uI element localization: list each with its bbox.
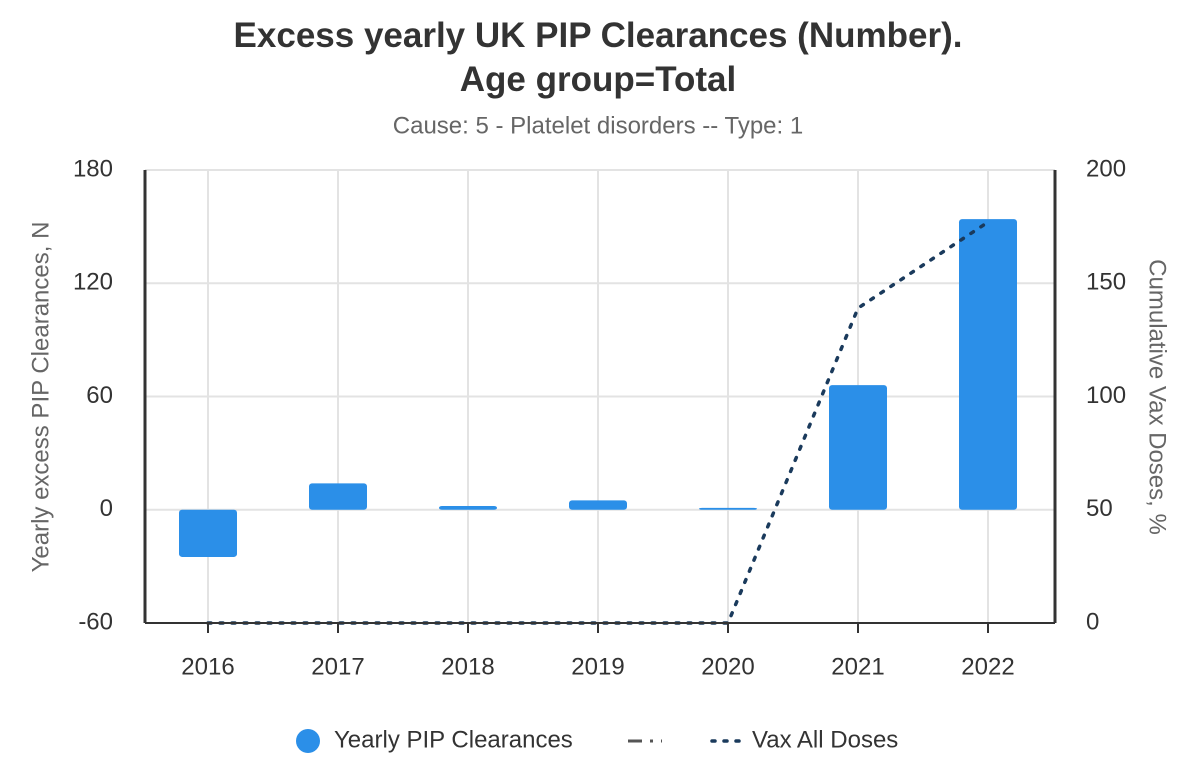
y2-tick-label: 50	[1086, 495, 1113, 522]
bar	[569, 500, 627, 510]
legend-symbol	[296, 729, 320, 753]
bar	[829, 385, 887, 510]
y-tick-label: 60	[86, 382, 113, 409]
x-tick-label: 2018	[441, 653, 494, 680]
legend: Yearly PIP Clearances Vax All Doses	[296, 726, 898, 753]
legend-label: Yearly PIP Clearances	[334, 726, 573, 753]
chart-title: Excess yearly UK PIP Clearances (Number)…	[234, 16, 963, 99]
x-tick-label: 2019	[571, 653, 624, 680]
bar	[309, 483, 367, 510]
x-tick-label: 2022	[961, 653, 1014, 680]
bar	[179, 509, 237, 557]
marks	[179, 219, 1017, 625]
y-tick-label: 120	[73, 269, 113, 296]
x-tick-label: 2017	[311, 653, 364, 680]
y-tick-label: 0	[100, 495, 113, 522]
y-tick-label: 180	[73, 155, 113, 182]
chart-subtitle: Cause: 5 - Platelet disorders -- Type: 1	[393, 112, 803, 139]
y-axis-title: Yearly excess PIP Clearances, N	[27, 222, 54, 573]
bar	[699, 507, 757, 510]
legend-label: Vax All Doses	[752, 726, 898, 753]
y2-tick-label: 200	[1086, 155, 1126, 182]
x-tick-label: 2016	[181, 653, 234, 680]
y2-axis-title: Cumulative Vax Doses, %	[1144, 259, 1171, 535]
bar	[959, 219, 1017, 510]
y2-tick-label: 150	[1086, 269, 1126, 296]
y2-tick-label: 0	[1086, 608, 1099, 635]
bar	[439, 505, 497, 510]
x-tick-label: 2021	[831, 653, 884, 680]
y-tick-label: -60	[78, 608, 113, 635]
grid	[145, 169, 1055, 624]
x-tick-label: 2020	[701, 653, 754, 680]
y2-tick-label: 100	[1086, 382, 1126, 409]
